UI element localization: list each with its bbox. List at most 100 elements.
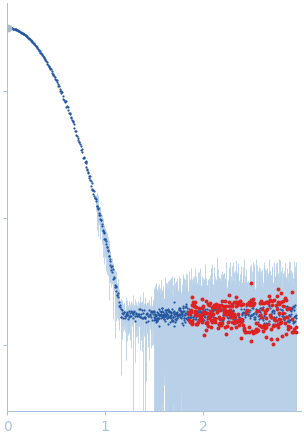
Point [279,316,284,323]
Point [216,305,221,312]
Point [104,244,109,251]
Point [221,303,226,310]
Point [138,313,143,320]
Point [194,309,199,316]
Point [92,193,97,200]
Point [189,320,194,327]
Point [272,314,277,321]
Point [265,320,270,327]
Point [210,306,215,313]
Point [251,296,256,303]
Point [13,26,18,33]
Point [283,302,288,309]
Point [40,52,45,59]
Point [237,300,242,307]
Point [39,50,43,57]
Point [149,308,154,315]
Point [35,45,40,52]
Point [228,311,233,318]
Point [156,314,161,321]
Point [190,293,195,300]
Point [76,137,81,144]
Point [139,310,144,317]
Point [266,292,271,299]
Point [281,314,286,321]
Point [205,319,210,326]
Point [291,306,296,313]
Point [167,308,172,315]
Point [204,320,209,327]
Point [88,177,93,184]
Point [270,307,275,314]
Point [91,186,95,193]
Point [275,336,279,343]
Point [202,308,207,315]
Point [200,304,205,311]
Point [26,35,31,42]
Point [291,303,295,310]
Point [182,315,187,322]
Point [279,307,284,314]
Point [245,307,250,314]
Point [272,316,277,323]
Point [138,305,143,312]
Point [246,311,251,318]
Point [120,307,125,314]
Point [124,312,129,319]
Point [160,313,165,320]
Point [246,310,251,317]
Point [197,313,202,320]
Point [245,307,250,314]
Point [233,323,238,330]
Point [159,313,164,320]
Point [77,139,82,146]
Point [288,304,293,311]
Point [70,118,75,125]
Point [231,308,236,315]
Point [109,264,113,271]
Point [171,308,176,315]
Point [205,314,210,321]
Point [248,306,253,313]
Point [161,311,166,318]
Point [285,313,290,320]
Point [287,319,292,326]
Point [122,309,127,316]
Point [275,323,280,330]
Point [200,311,205,318]
Point [152,317,157,324]
Point [229,309,233,316]
Point [163,309,168,316]
Point [185,316,189,323]
Point [188,314,193,321]
Point [45,60,50,67]
Point [162,317,167,324]
Point [106,248,111,255]
Point [25,33,30,40]
Point [194,304,199,311]
Point [184,314,189,321]
Point [103,237,108,244]
Point [216,315,220,322]
Point [218,306,223,313]
Point [220,319,225,326]
Point [154,312,159,319]
Point [168,318,173,325]
Point [144,311,149,318]
Point [180,310,185,317]
Point [277,319,282,326]
Point [178,311,183,318]
Point [218,322,223,329]
Point [89,182,94,189]
Point [202,312,206,319]
Point [172,310,177,317]
Point [83,160,88,167]
Point [188,313,193,320]
Point [163,312,168,319]
Point [10,25,15,32]
Point [221,316,226,323]
Point [201,302,206,309]
Point [242,311,247,318]
Point [177,305,182,312]
Point [165,305,170,312]
